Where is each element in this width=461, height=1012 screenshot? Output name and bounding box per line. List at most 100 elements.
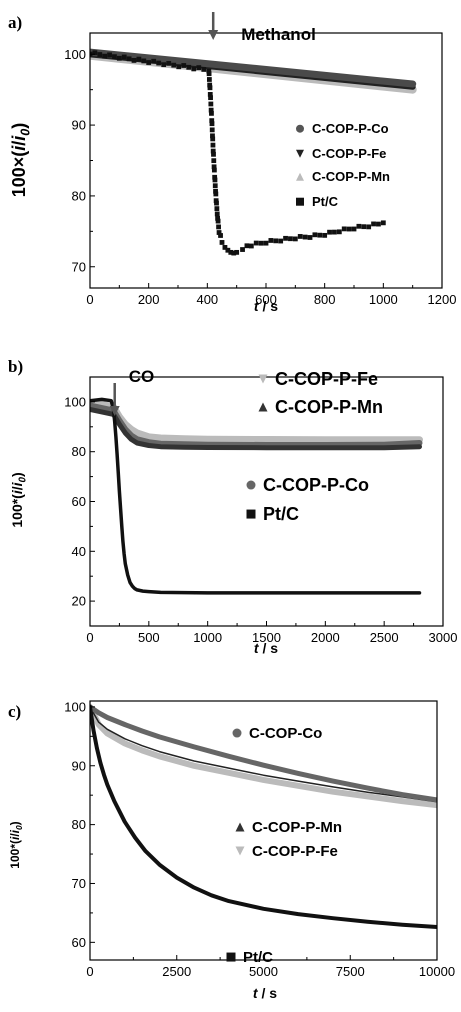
- data-point: [215, 218, 221, 224]
- annotation-label: Methanol: [241, 25, 316, 44]
- x-tick-label: 800: [314, 292, 336, 307]
- data-point: [212, 177, 218, 183]
- data-point: [126, 56, 132, 62]
- series-c-cop-p-mn: [90, 706, 437, 803]
- data-point: [102, 53, 108, 59]
- x-tick-label: 2000: [311, 630, 340, 645]
- legend-label: C-COP-P-Co: [263, 475, 369, 495]
- annotation-label: CO: [129, 367, 155, 386]
- data-point: [244, 243, 250, 249]
- x-axis-variable: t: [254, 298, 260, 314]
- legend-label: C-COP-P-Fe: [275, 369, 378, 389]
- legend-entry-c-cop-p-co: C-COP-P-Co: [296, 121, 389, 136]
- x-tick-label: 5000: [249, 964, 278, 979]
- data-point: [210, 133, 215, 139]
- series-c-cop-p-co: [90, 48, 417, 88]
- panel-label: a): [8, 13, 22, 32]
- legend-label: C-COP-P-Fe: [252, 843, 338, 860]
- legend-label: C-COP-P-Mn: [252, 819, 342, 836]
- data-point: [209, 110, 214, 116]
- legend-entry-pt-c: Pt/C: [226, 949, 273, 966]
- data-point: [380, 220, 386, 226]
- data-point: [107, 52, 112, 58]
- y-axis-subscript: 0: [14, 825, 24, 830]
- data-point: [208, 101, 214, 107]
- data-point: [141, 58, 147, 64]
- y-tick-label: 60: [72, 494, 86, 509]
- data-point: [214, 200, 219, 206]
- data-point: [97, 52, 103, 57]
- data-point: [210, 136, 216, 142]
- y-tick-label: 70: [72, 259, 86, 274]
- data-point: [207, 82, 213, 88]
- data-point: [201, 67, 207, 72]
- legend-label: C-COP-P-Mn: [312, 169, 390, 184]
- data-point: [248, 243, 254, 249]
- data-point: [258, 240, 264, 246]
- data-point: [263, 240, 269, 246]
- data-point: [222, 245, 228, 250]
- y-tick-label: 100: [64, 699, 86, 714]
- y-axis-slash: /: [8, 833, 22, 837]
- data-point: [215, 215, 220, 221]
- x-tick-label: 400: [196, 292, 218, 307]
- data-point: [176, 64, 182, 70]
- data-point: [210, 142, 216, 148]
- x-tick-label: 1200: [428, 292, 457, 307]
- data-point: [207, 92, 213, 97]
- data-point: [283, 235, 288, 241]
- data-point: [240, 247, 245, 252]
- chart-panel-b: 0 500 1000 1500 2000 2500 3000 20 40 60 80 100 b) t /…: [8, 357, 457, 656]
- data-point: [268, 238, 274, 243]
- data-point: [288, 236, 293, 242]
- legend-marker: [296, 197, 304, 206]
- y-axis-i: i: [9, 489, 25, 494]
- legend-marker: [226, 952, 236, 962]
- data-point: [297, 234, 303, 239]
- y-axis-i: i: [9, 145, 29, 151]
- legend-label: C-COP-Co: [249, 725, 322, 742]
- data-point: [322, 232, 328, 238]
- x-tick-label: 2500: [370, 630, 399, 645]
- data-point: [151, 58, 157, 64]
- y-axis-i0: i: [9, 135, 29, 141]
- x-tick-label: 1000: [193, 630, 222, 645]
- x-tick-label: 1000: [369, 292, 398, 307]
- y-axis-subscript: 0: [19, 129, 33, 136]
- x-axis-unit: / s: [258, 985, 278, 1001]
- legend-marker: [296, 149, 304, 158]
- x-axis-title: t / s: [254, 640, 278, 656]
- data-point: [231, 250, 237, 256]
- data-point: [212, 174, 218, 180]
- legend-entry-c-cop-p-fe: C-COP-P-Fe: [258, 369, 378, 389]
- legend-entry-c-cop-p-fe: C-COP-P-Fe: [235, 843, 338, 860]
- data-point: [181, 63, 187, 68]
- data-point: [209, 127, 215, 133]
- y-tick-label: 80: [72, 188, 86, 203]
- data-point: [208, 107, 214, 113]
- legend-label: C-COP-P-Co: [312, 121, 389, 136]
- legend-entry-c-cop-co: C-COP-Co: [232, 725, 322, 742]
- series-c-cop-co: [90, 704, 437, 803]
- data-point: [171, 62, 177, 68]
- annotation-arrow-head: [109, 406, 120, 416]
- data-point: [214, 206, 220, 212]
- legend-label: Pt/C: [312, 194, 339, 209]
- data-point: [212, 183, 218, 189]
- y-tick-label: 80: [72, 817, 86, 832]
- data-point: [332, 229, 337, 235]
- y-tick-label: 40: [72, 544, 86, 559]
- data-point: [228, 249, 234, 255]
- y-axis-slash: /: [9, 141, 29, 146]
- data-point: [234, 249, 240, 255]
- data-point: [216, 230, 222, 235]
- data-point: [327, 229, 332, 235]
- data-point: [210, 148, 216, 154]
- data-point: [112, 54, 117, 60]
- data-point: [131, 58, 137, 63]
- data-series-group: [90, 703, 437, 929]
- data-point: [292, 236, 298, 242]
- data-point: [219, 240, 225, 245]
- legend-marker: [235, 822, 245, 832]
